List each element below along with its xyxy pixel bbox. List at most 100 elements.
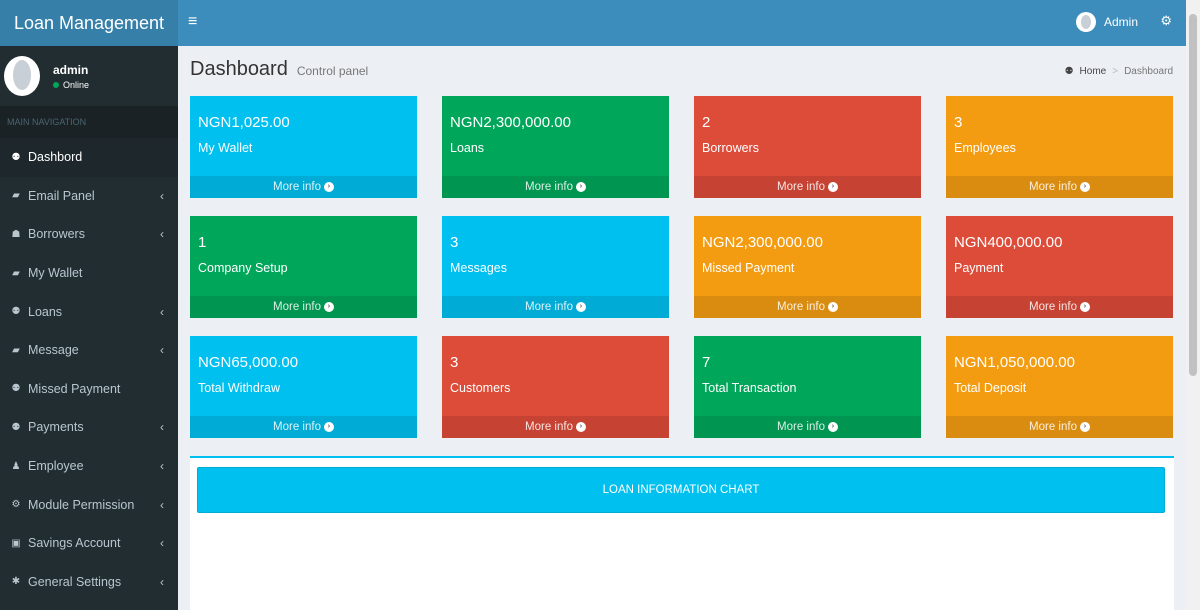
sidebar-item-message[interactable]: ▰ Message ‹ (0, 331, 178, 370)
arrow-circle-right-icon: › (827, 302, 838, 312)
sidebar-item-my-wallet[interactable]: ▰ My Wallet (0, 254, 178, 293)
stat-label: Messages (450, 261, 507, 275)
stat-box-company-setup: 1 Company Setup More info › (190, 216, 417, 318)
app-logo[interactable]: Loan Management (0, 0, 178, 46)
stat-value: 1 (198, 234, 207, 251)
more-info-link[interactable]: More info › (946, 176, 1173, 198)
sidebar-item-missed-payment[interactable]: ⚉ Missed Payment (0, 370, 178, 409)
page-scrollbar[interactable] (1186, 0, 1200, 610)
more-info-link[interactable]: More info › (694, 296, 921, 318)
stat-value: NGN1,025.00 (198, 114, 290, 131)
chevron-left-icon: ‹ (160, 188, 164, 203)
arrow-circle-right-icon: › (827, 182, 838, 192)
chevron-left-icon: ‹ (160, 497, 164, 512)
stat-label: Borrowers (702, 141, 759, 155)
chevron-left-icon: ‹ (160, 343, 164, 358)
page-subtitle: Control panel (296, 64, 369, 78)
arrow-circle-right-icon: › (1079, 302, 1090, 312)
more-info-link[interactable]: More info › (694, 176, 921, 198)
sidebar-item-label: My Wallet (28, 266, 83, 281)
stat-label: Total Transaction (702, 381, 797, 395)
more-info-link[interactable]: More info › (946, 296, 1173, 318)
stat-label: Loans (450, 141, 485, 155)
gears-icon[interactable]: ⚙ (1160, 13, 1172, 28)
chevron-left-icon: ‹ (160, 304, 164, 319)
gear-icon: ✱ (11, 576, 21, 588)
sidebar: admin Online MAIN NAVIGATION ⚉ Dashbord … (0, 46, 178, 610)
stat-value: 2 (702, 114, 711, 131)
sidebar-item-email-panel[interactable]: ▰ Email Panel ‹ (0, 177, 178, 216)
stat-value: 7 (702, 354, 711, 371)
more-info-link[interactable]: More info › (442, 416, 669, 438)
stat-value: 3 (450, 354, 459, 371)
avatar (4, 56, 40, 96)
hamburger-icon[interactable]: ≡ (188, 13, 198, 30)
breadcrumb-separator: > (1112, 66, 1119, 77)
dashboard-icon: ⚉ (11, 421, 21, 433)
sidebar-item-label: General Settings (28, 574, 122, 589)
more-info-link[interactable]: More info › (946, 416, 1173, 438)
more-info-link[interactable]: More info › (190, 416, 417, 438)
more-info-link[interactable]: More info › (190, 296, 417, 318)
chevron-left-icon: ‹ (160, 227, 164, 242)
sidebar-item-label: Savings Account (28, 536, 121, 551)
sidebar-item-general-settings[interactable]: ✱ General Settings ‹ (0, 563, 178, 602)
sidebar-item-savings-account[interactable]: ▣ Savings Account ‹ (0, 524, 178, 563)
sidebar-item-payments[interactable]: ⚉ Payments ‹ (0, 408, 178, 447)
content-header: Dashboard Control panel (190, 58, 368, 81)
more-info-label: More info (273, 181, 321, 193)
dashboard-icon: ⚉ (11, 151, 21, 163)
more-info-link[interactable]: More info › (694, 416, 921, 438)
scrollbar-thumb[interactable] (1189, 14, 1197, 376)
more-info-link[interactable]: More info › (442, 176, 669, 198)
stat-box-borrowers: 2 Borrowers More info › (694, 96, 921, 198)
chevron-left-icon: ‹ (160, 459, 164, 474)
chevron-left-icon: ‹ (160, 536, 164, 551)
sidebar-item-employee[interactable]: ♟ Employee ‹ (0, 447, 178, 486)
sidebar-item-dashbord[interactable]: ⚉ Dashbord (0, 138, 178, 177)
user-menu[interactable]: Admin (1075, 12, 1138, 32)
more-info-label: More info (525, 301, 573, 313)
stat-box-employees: 3 Employees More info › (946, 96, 1173, 198)
sidebar-item-label: Message (28, 343, 79, 358)
more-info-link[interactable]: More info › (442, 296, 669, 318)
sidebar-item-module-permission[interactable]: ⚙ Module Permission ‹ (0, 485, 178, 524)
sidebar-item-label: Loans (28, 304, 63, 319)
more-info-label: More info (525, 181, 573, 193)
stat-box-loans: NGN2,300,000.00 Loans More info › (442, 96, 669, 198)
user-menu-label: Admin (1103, 15, 1138, 29)
book-icon: ▰ (12, 267, 20, 279)
user-panel: admin Online (0, 46, 178, 106)
book-icon: ▰ (12, 344, 20, 356)
more-info-link[interactable]: More info › (190, 176, 417, 198)
more-info-label: More info (525, 421, 573, 433)
more-info-label: More info (777, 421, 825, 433)
arrow-circle-right-icon: › (575, 422, 586, 432)
breadcrumb-current: Dashboard (1124, 66, 1173, 77)
sidebar-item-loans[interactable]: ⚉ Loans ‹ (0, 292, 178, 331)
arrow-circle-right-icon: › (575, 182, 586, 192)
user-status: Online (53, 80, 89, 90)
page-title: Dashboard (190, 58, 288, 80)
loan-chart-panel: LOAN INFORMATION CHART (190, 456, 1174, 610)
loan-information-chart-button[interactable]: LOAN INFORMATION CHART (197, 467, 1165, 513)
dashboard-icon: ⚉ (11, 306, 21, 318)
stat-value: NGN2,300,000.00 (702, 234, 823, 251)
book-icon: ▰ (12, 190, 20, 202)
stat-box-messages: 3 Messages More info › (442, 216, 669, 318)
more-info-label: More info (273, 301, 321, 313)
stat-value: NGN2,300,000.00 (450, 114, 571, 131)
more-info-label: More info (1029, 181, 1077, 193)
breadcrumb: ⚉ Home > Dashboard (1065, 66, 1173, 77)
status-label: Online (63, 79, 90, 90)
breadcrumb-home-link[interactable]: Home (1079, 66, 1107, 77)
arrow-circle-right-icon: › (575, 302, 586, 312)
stat-label: Total Deposit (954, 381, 1027, 395)
more-info-label: More info (1029, 301, 1077, 313)
arrow-circle-right-icon: › (827, 422, 838, 432)
money-icon: ▣ (11, 537, 21, 549)
sidebar-item-label: Missed Payment (28, 381, 121, 396)
stat-box-customers: 3 Customers More info › (442, 336, 669, 438)
sidebar-item-borrowers[interactable]: ☗ Borrowers ‹ (0, 215, 178, 254)
users-icon: ☗ (11, 228, 21, 240)
